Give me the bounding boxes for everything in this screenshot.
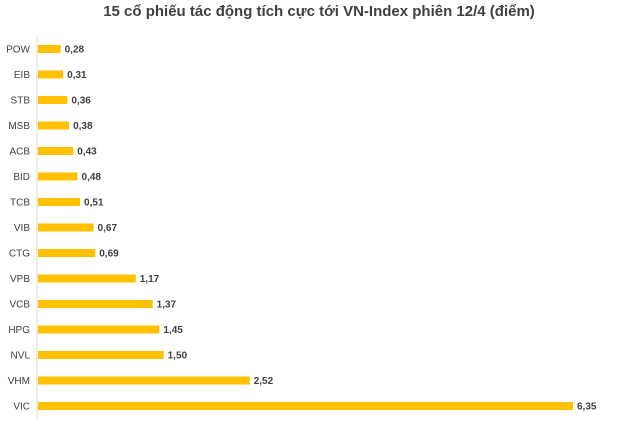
data-label: 1,17 bbox=[140, 274, 160, 285]
bar-eib bbox=[38, 70, 64, 79]
bar-ctg bbox=[38, 249, 96, 257]
bar-bid bbox=[38, 172, 78, 181]
category-label: VCB bbox=[9, 300, 30, 311]
category-label: CTG bbox=[9, 249, 30, 260]
bar-vcb bbox=[38, 300, 153, 308]
bar-acb bbox=[38, 147, 74, 155]
bar-stb bbox=[38, 96, 68, 104]
bar-msb bbox=[38, 121, 70, 130]
bar-hpg bbox=[38, 325, 160, 334]
bar-vpb bbox=[38, 274, 136, 283]
category-label: STB bbox=[11, 96, 31, 107]
chart-title: 15 cổ phiếu tác động tích cực tới VN-Ind… bbox=[103, 3, 535, 20]
data-label: 0,36 bbox=[71, 96, 91, 107]
data-label: 0,43 bbox=[77, 147, 97, 158]
category-label: ACB bbox=[9, 147, 30, 158]
category-label: POW bbox=[6, 45, 30, 56]
data-label: 0,67 bbox=[98, 223, 118, 234]
category-label: HPG bbox=[8, 325, 30, 336]
data-label: 6,35 bbox=[577, 402, 597, 413]
data-label: 1,45 bbox=[163, 325, 183, 336]
bar-vib bbox=[38, 223, 94, 232]
bar-pow bbox=[38, 45, 61, 53]
category-label: VHM bbox=[8, 376, 30, 387]
data-label: 2,52 bbox=[254, 376, 274, 387]
data-label: 0,31 bbox=[67, 70, 87, 81]
data-label: 0,28 bbox=[65, 45, 85, 56]
data-label: 0,48 bbox=[82, 172, 102, 183]
data-label: 0,38 bbox=[73, 121, 93, 132]
category-label: TCB bbox=[10, 198, 30, 209]
bar-vic bbox=[38, 402, 573, 410]
category-label: BID bbox=[13, 172, 30, 183]
bar-tcb bbox=[38, 198, 81, 206]
data-label: 0,69 bbox=[99, 249, 119, 260]
category-label: EIB bbox=[14, 70, 30, 81]
category-label: VIC bbox=[13, 402, 30, 413]
bar-nvl bbox=[38, 351, 164, 359]
data-label: 1,37 bbox=[157, 300, 177, 311]
bar-vhm bbox=[38, 376, 250, 385]
category-label: MSB bbox=[8, 121, 30, 132]
data-label: 0,51 bbox=[84, 198, 104, 209]
category-label: VPB bbox=[10, 274, 30, 285]
data-label: 1,50 bbox=[168, 351, 188, 362]
category-label: VIB bbox=[14, 223, 30, 234]
category-label: NVL bbox=[11, 351, 31, 362]
